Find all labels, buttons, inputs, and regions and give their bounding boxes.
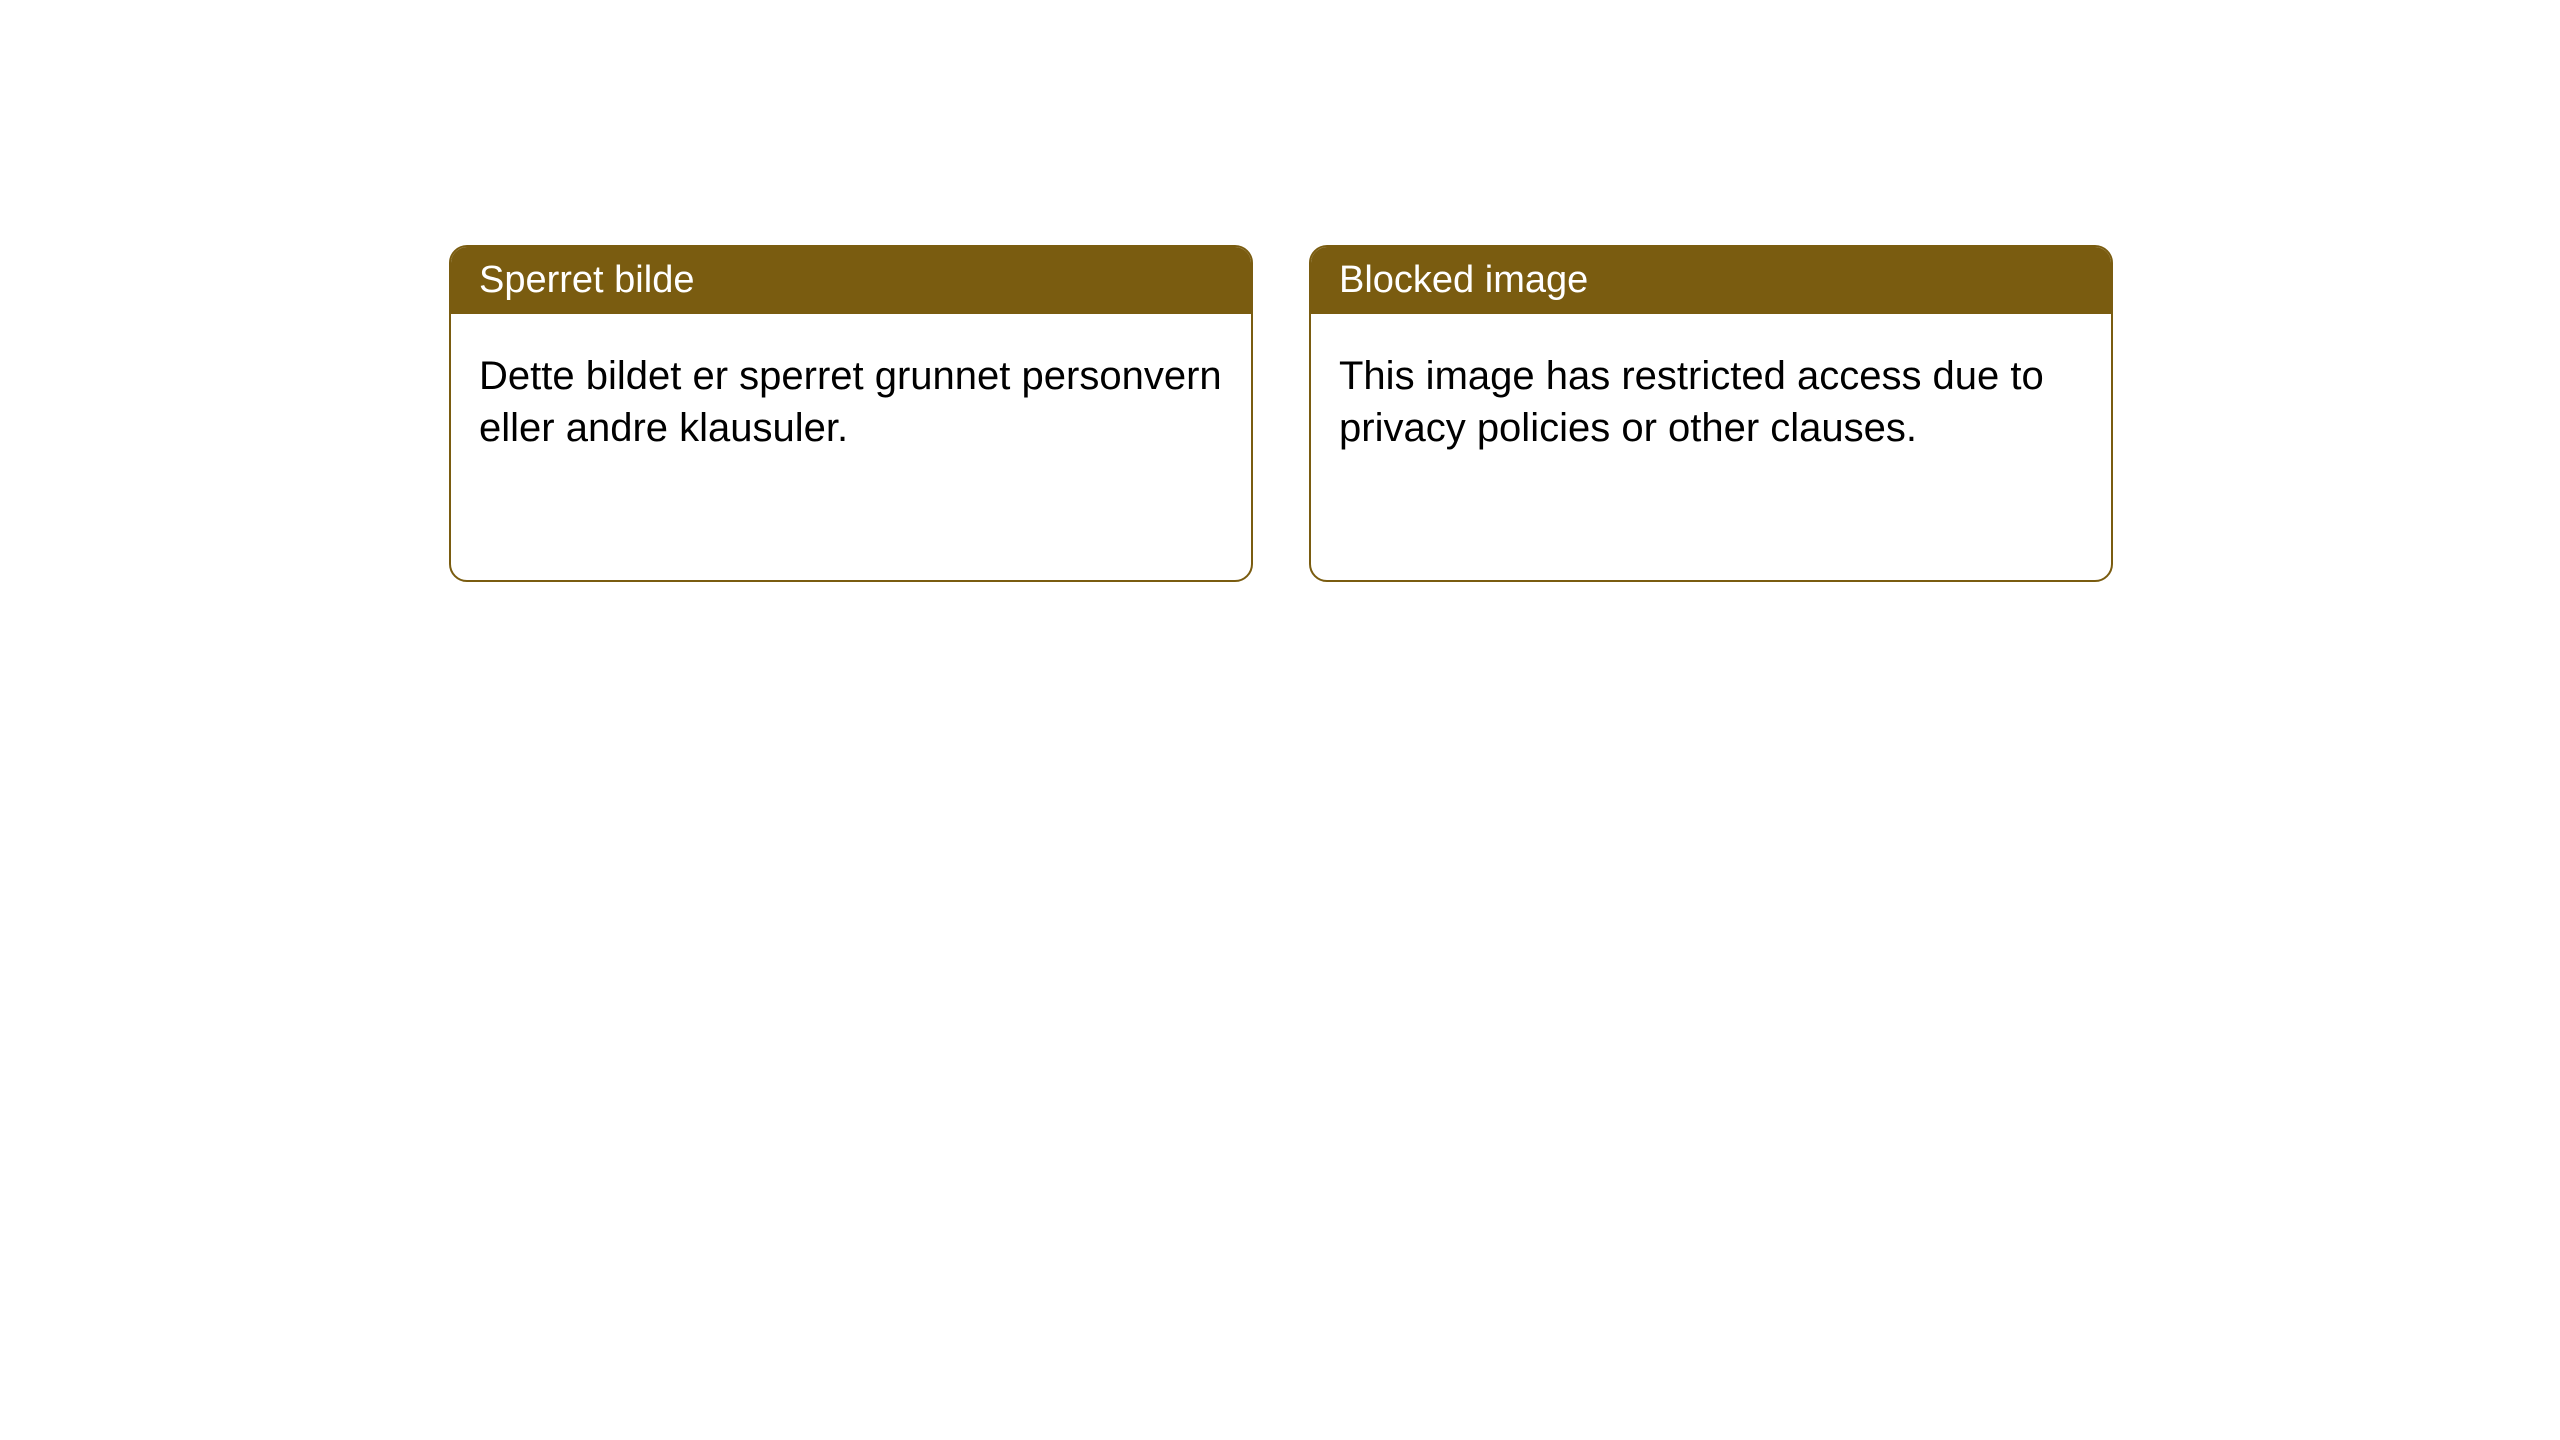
card-title: Sperret bilde [479,259,694,301]
card-body: This image has restricted access due to … [1311,314,2111,490]
card-header: Sperret bilde [451,247,1251,314]
blocked-image-card-no: Sperret bilde Dette bildet er sperret gr… [449,245,1253,582]
card-body-text: Dette bildet er sperret grunnet personve… [479,354,1222,450]
card-body: Dette bildet er sperret grunnet personve… [451,314,1251,490]
card-header: Blocked image [1311,247,2111,314]
card-body-text: This image has restricted access due to … [1339,354,2044,450]
blocked-image-card-en: Blocked image This image has restricted … [1309,245,2113,582]
cards-container: Sperret bilde Dette bildet er sperret gr… [449,245,2113,582]
card-title: Blocked image [1339,259,1588,301]
